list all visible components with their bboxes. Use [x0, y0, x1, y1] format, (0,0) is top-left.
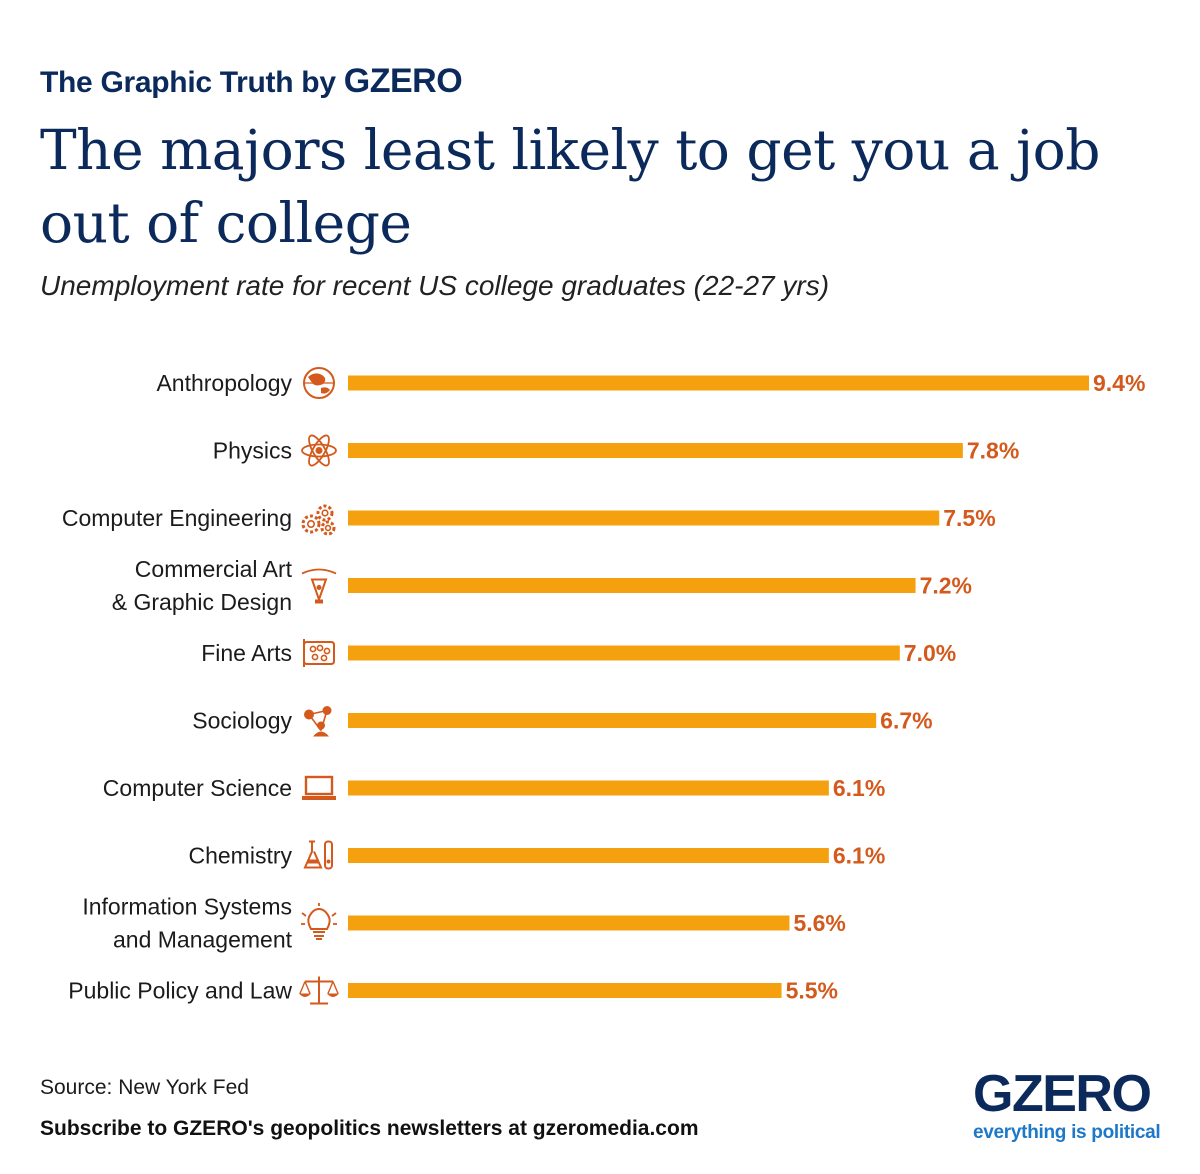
- globe-icon: [303, 367, 335, 399]
- category-label: Computer Engineering: [62, 505, 292, 531]
- category-label: Commercial Art: [135, 556, 293, 582]
- palette-icon: [303, 639, 335, 667]
- bar-row: 7.8% Physics: [213, 434, 1019, 467]
- subscribe-note: Subscribe to GZERO's geopolitics newslet…: [40, 1117, 699, 1140]
- value-label: 7.5%: [943, 505, 995, 531]
- bar: [348, 983, 782, 998]
- bar: [348, 780, 829, 796]
- category-label: Information Systems: [82, 894, 292, 920]
- gzero-logo: GZERO everything is political: [973, 1066, 1163, 1144]
- bar-row: 6.1% Computer Science: [103, 775, 886, 801]
- value-label: 7.0%: [904, 640, 956, 666]
- kicker: The Graphic Truth by GZERO: [40, 62, 463, 101]
- kicker-text: The Graphic Truth by: [40, 66, 344, 99]
- category-label: Chemistry: [188, 843, 292, 869]
- bar: [348, 375, 1089, 391]
- kicker-brand: GZERO: [343, 62, 463, 100]
- bar-row: 6.1% Chemistry: [188, 840, 885, 870]
- people-network-icon: [304, 706, 332, 737]
- value-label: 7.2%: [920, 573, 972, 599]
- bar: [348, 713, 877, 728]
- pen-nib-icon: [301, 568, 337, 604]
- value-label: 5.6%: [793, 910, 845, 936]
- lightbulb-icon: [301, 903, 337, 940]
- category-label: and Management: [113, 927, 293, 953]
- value-label: 5.5%: [786, 978, 838, 1004]
- bar-row: 7.2% Commercial Art & Graphic Design: [112, 556, 972, 615]
- value-label: 9.4%: [1093, 370, 1145, 396]
- value-label: 7.8%: [967, 438, 1019, 464]
- bar: [348, 848, 829, 863]
- bar: [348, 443, 963, 458]
- category-label: Anthropology: [156, 370, 292, 396]
- bar-chart: 9.4% Anthropology 7.8% Physics 7.5% Computer …: [62, 367, 1145, 1005]
- bar: [348, 645, 900, 661]
- category-label: Physics: [213, 438, 292, 464]
- bar-row: 6.7% Sociology: [192, 706, 933, 737]
- bar-row: 7.5% Computer Engineering: [62, 504, 996, 536]
- scales-icon: [299, 976, 339, 1005]
- bar-row: 5.6% Information Systems and Management: [82, 894, 846, 953]
- category-label: Sociology: [192, 708, 292, 734]
- bar-row: 7.0% Fine Arts: [201, 639, 956, 667]
- atom-icon: [301, 434, 337, 467]
- logo-tagline: everything is political: [973, 1122, 1161, 1143]
- gears-icon: [301, 504, 336, 536]
- logo-word: GZERO: [973, 1065, 1152, 1123]
- category-label: & Graphic Design: [112, 589, 292, 615]
- bar: [348, 510, 940, 526]
- lab-flask-icon: [303, 840, 333, 870]
- chart-subtitle: Unemployment rate for recent US college …: [40, 270, 830, 301]
- bar-row: 9.4% Anthropology: [156, 367, 1145, 399]
- bar-row: 5.5% Public Policy and Law: [68, 976, 838, 1005]
- category-label: Fine Arts: [201, 640, 292, 666]
- category-label: Public Policy and Law: [68, 978, 292, 1004]
- category-label: Computer Science: [103, 775, 292, 801]
- value-label: 6.1%: [833, 775, 885, 801]
- value-label: 6.1%: [833, 843, 885, 869]
- value-label: 6.7%: [880, 708, 932, 734]
- source-note: Source: New York Fed: [40, 1076, 249, 1099]
- laptop-icon: [302, 775, 336, 800]
- bar: [348, 915, 790, 931]
- bar: [348, 578, 916, 593]
- chart-title: The majors least likely to get you a job…: [40, 118, 1100, 255]
